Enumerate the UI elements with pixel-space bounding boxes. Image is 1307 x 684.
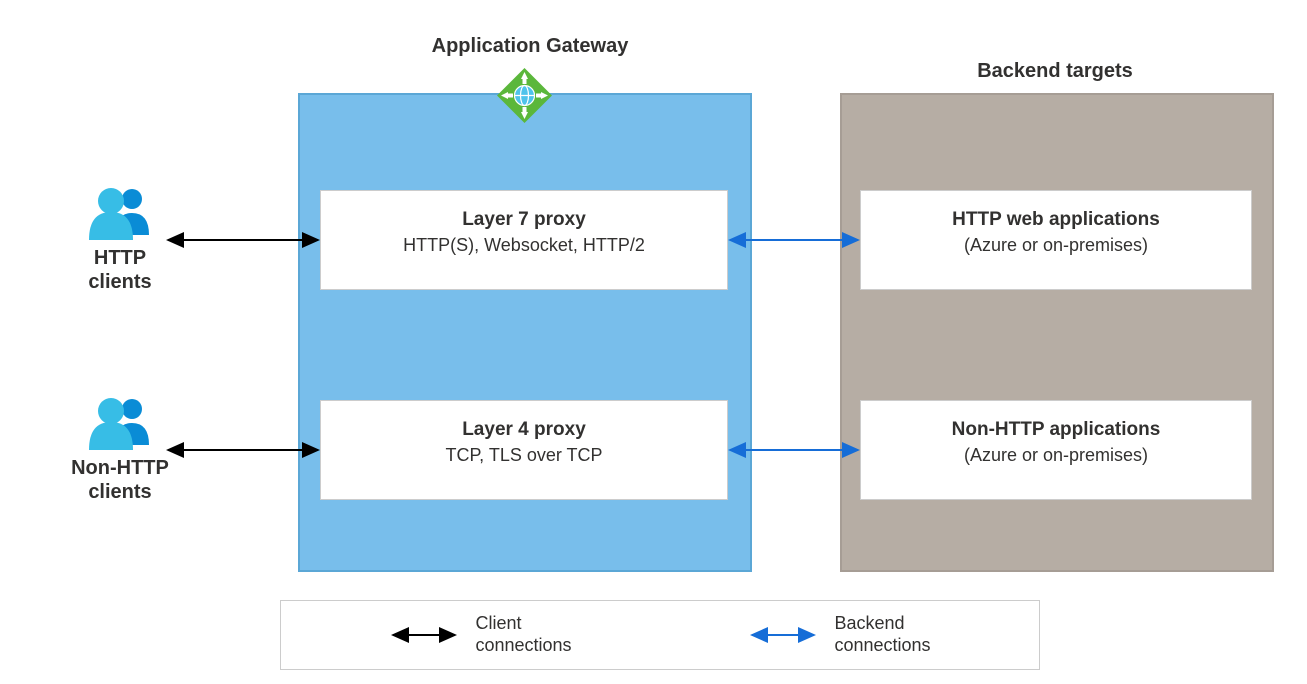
double-arrow-blue-icon xyxy=(748,625,818,645)
double-arrow-black-icon xyxy=(389,625,459,645)
nonhttp-apps-title: Non-HTTP applications xyxy=(871,419,1241,441)
people-icon xyxy=(85,185,155,240)
nonhttp-clients-label: Non-HTTP clients xyxy=(45,456,195,504)
nonhttp-clients: Non-HTTP clients xyxy=(45,395,195,504)
legend-client: Clientconnections xyxy=(389,613,571,656)
http-apps-title: HTTP web applications xyxy=(871,209,1241,231)
architecture-diagram: Application Gateway Backend targets Laye… xyxy=(20,20,1287,644)
legend-backend: Backendconnections xyxy=(748,613,930,656)
layer4-title: Layer 4 proxy xyxy=(331,419,717,441)
nonhttp-apps-subtitle: (Azure or on-premises) xyxy=(871,445,1241,466)
legend-client-label: Clientconnections xyxy=(475,613,571,656)
http-apps-subtitle: (Azure or on-premises) xyxy=(871,235,1241,256)
layer7-subtitle: HTTP(S), Websocket, HTTP/2 xyxy=(331,235,717,256)
layer4-subtitle: TCP, TLS over TCP xyxy=(331,445,717,466)
layer4-proxy-box: Layer 4 proxy TCP, TLS over TCP xyxy=(320,400,728,500)
layer7-title: Layer 7 proxy xyxy=(331,209,717,231)
gateway-container xyxy=(298,93,752,572)
http-clients-label: HTTP clients xyxy=(45,246,195,294)
http-clients: HTTP clients xyxy=(45,185,195,294)
layer7-proxy-box: Layer 7 proxy HTTP(S), Websocket, HTTP/2 xyxy=(320,190,728,290)
legend-backend-label: Backendconnections xyxy=(834,613,930,656)
legend: Clientconnections Backendconnections xyxy=(280,600,1040,670)
people-icon xyxy=(85,395,155,450)
gateway-title: Application Gateway xyxy=(380,35,680,58)
http-apps-box: HTTP web applications (Azure or on-premi… xyxy=(860,190,1252,290)
application-gateway-icon xyxy=(497,68,552,123)
backend-title: Backend targets xyxy=(900,60,1210,83)
backend-container xyxy=(840,93,1274,572)
nonhttp-apps-box: Non-HTTP applications (Azure or on-premi… xyxy=(860,400,1252,500)
